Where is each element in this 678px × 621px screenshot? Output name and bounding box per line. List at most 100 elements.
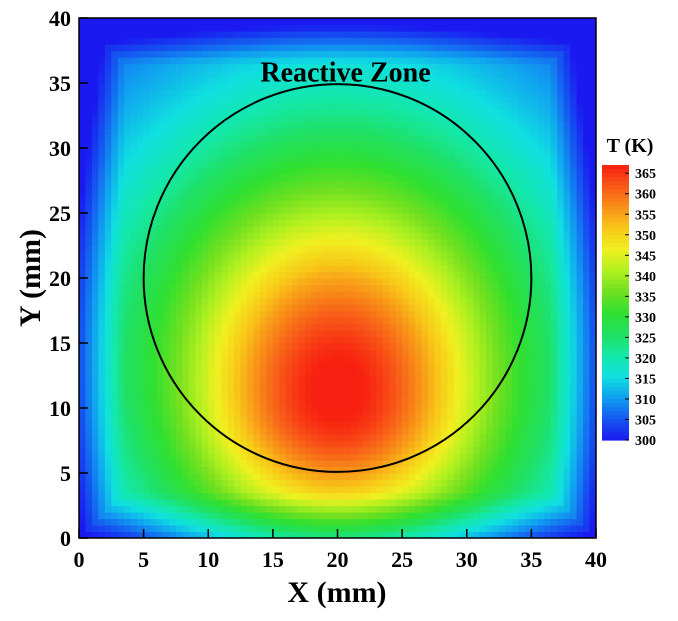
field-cell	[240, 102, 248, 110]
field-cell	[137, 109, 145, 117]
field-cell	[343, 460, 352, 468]
field-cell	[408, 128, 416, 136]
field-cell	[130, 271, 138, 279]
field-cell	[337, 219, 345, 227]
field-cell	[389, 388, 397, 396]
field-cell	[221, 174, 229, 182]
field-cell	[363, 421, 371, 429]
field-cell	[343, 466, 352, 474]
field-cell	[253, 200, 261, 208]
field-cell	[175, 239, 183, 247]
field-cell	[130, 265, 138, 273]
field-cell	[98, 44, 106, 52]
field-cell	[473, 336, 481, 344]
field-cell	[247, 167, 255, 175]
field-cell	[266, 479, 274, 487]
field-cell	[421, 343, 429, 351]
field-cell	[369, 531, 377, 538]
field-cell	[279, 414, 287, 422]
field-cell	[259, 414, 268, 422]
field-cell	[440, 531, 448, 538]
field-cell	[130, 310, 138, 318]
field-cell	[285, 232, 293, 240]
field-cell	[369, 141, 377, 149]
field-cell	[427, 401, 436, 409]
field-cell	[279, 323, 287, 331]
field-cell	[382, 219, 390, 227]
field-cell	[447, 375, 455, 383]
field-cell	[91, 265, 99, 273]
field-cell	[447, 434, 455, 442]
field-cell	[266, 473, 274, 481]
field-cell	[85, 447, 93, 455]
field-cell	[382, 57, 390, 65]
field-cell	[98, 323, 106, 331]
field-cell	[427, 122, 436, 130]
field-cell	[201, 492, 209, 500]
field-cell	[369, 252, 377, 260]
field-cell	[266, 37, 274, 45]
field-cell	[421, 187, 429, 195]
field-cell	[343, 141, 352, 149]
field-cell	[324, 154, 332, 162]
field-cell	[266, 291, 274, 299]
field-cell	[195, 401, 203, 409]
field-cell	[447, 447, 455, 455]
field-cell	[324, 505, 332, 513]
field-cell	[395, 18, 403, 26]
field-cell	[137, 447, 145, 455]
field-cell	[395, 486, 403, 494]
field-cell	[253, 96, 261, 104]
field-cell	[195, 206, 203, 214]
field-cell	[453, 76, 461, 84]
field-cell	[182, 258, 190, 266]
field-cell	[117, 89, 125, 97]
field-cell	[331, 141, 339, 149]
field-cell	[208, 161, 216, 169]
field-cell	[292, 310, 300, 318]
field-cell	[466, 323, 474, 331]
field-cell	[402, 323, 410, 331]
field-cell	[434, 291, 442, 299]
field-cell	[79, 343, 87, 351]
field-cell	[305, 356, 313, 364]
field-cell	[124, 421, 132, 429]
field-cell	[408, 187, 416, 195]
field-cell	[247, 141, 255, 149]
field-cell	[298, 232, 306, 240]
field-cell	[143, 167, 151, 175]
field-cell	[415, 57, 423, 65]
field-cell	[85, 122, 93, 130]
field-cell	[111, 375, 119, 383]
field-cell	[305, 525, 313, 533]
field-cell	[298, 213, 306, 221]
field-cell	[466, 479, 474, 487]
field-cell	[234, 310, 242, 318]
field-cell	[298, 271, 306, 279]
field-cell	[408, 226, 416, 234]
field-cell	[201, 395, 209, 403]
field-cell	[104, 76, 112, 84]
field-cell	[402, 486, 410, 494]
field-cell	[311, 401, 319, 409]
field-cell	[195, 336, 203, 344]
field-cell	[427, 18, 436, 26]
field-cell	[124, 63, 132, 71]
field-cell	[311, 479, 319, 487]
field-cell	[311, 505, 319, 513]
field-cell	[253, 512, 261, 520]
field-cell	[331, 453, 339, 461]
field-cell	[402, 421, 410, 429]
field-cell	[421, 362, 429, 370]
field-cell	[460, 226, 468, 234]
field-cell	[369, 24, 377, 32]
field-cell	[415, 102, 423, 110]
field-cell	[382, 239, 390, 247]
field-cell	[369, 167, 377, 175]
field-cell	[91, 453, 99, 461]
field-cell	[182, 525, 190, 533]
field-cell	[305, 37, 313, 45]
field-cell	[91, 369, 99, 377]
field-cell	[214, 336, 222, 344]
field-cell	[479, 408, 487, 416]
